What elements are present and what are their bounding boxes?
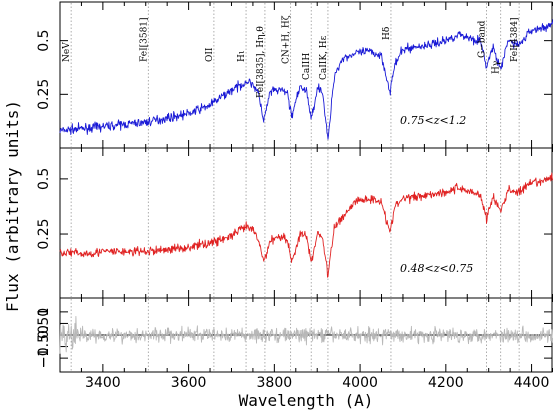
panel-frame (59, 147, 553, 299)
panel-top: 0.25 0.5 0.75<z<1.2 (36, 1, 553, 149)
x-tick-label: 4400 (514, 375, 550, 391)
spectral-line-label: Hι (237, 50, 247, 62)
x-axis-ticks: 3400 3600 3800 4000 4200 4400 (85, 375, 549, 391)
y-axis-title: Flux (arbitrary units) (3, 100, 22, 312)
redshift-annotation: 0.48<z<0.75 (400, 262, 473, 275)
spectral-line-label: CaIIK, Hε (319, 35, 329, 80)
x-tick-label: 4200 (428, 375, 464, 391)
spectral-line-label: CN+H, Hζ (282, 15, 292, 64)
spectral-line-label: Hδ (382, 27, 392, 40)
x-tick-label: 3600 (171, 375, 207, 391)
y-tick-label: 0.5 (36, 168, 52, 190)
spectral-line-label: FeI[3835], Hη,θ (256, 26, 266, 98)
spectral-line-label: FeI[4384] (510, 17, 520, 62)
spectral-line-label: G−band (478, 20, 488, 58)
spectrum-series (59, 19, 553, 140)
spectral-line-label: NeV (62, 42, 72, 62)
spectrum-series (59, 172, 553, 278)
y-tick-label: 0.25 (36, 79, 52, 110)
panel-middle: 0.25 0.5 0.48<z<0.75 (36, 147, 553, 299)
y-tick-label: 0.25 (36, 218, 52, 249)
spectral-line-label: OII (205, 47, 215, 62)
y-tick-label: 0.50 (36, 308, 52, 339)
line-labels: NeV FeI[3581] OII Hι FeI[3835], Hη,θ CN+H, Hζ… (62, 15, 520, 98)
spectral-line-label: Hγ (492, 61, 502, 74)
spectral-line-label: FeI[3581] (139, 17, 149, 62)
y-tick-label: −0.50 (36, 325, 52, 368)
x-tick-label: 4000 (342, 375, 378, 391)
y-tick-label: 1 (36, 307, 52, 316)
spectral-line-label: CaIIH (302, 53, 312, 80)
x-tick-label: 3800 (257, 375, 293, 391)
redshift-annotation: 0.75<z<1.2 (400, 114, 466, 127)
spectrum-series (59, 315, 553, 354)
y-tick-label: 0.5 (36, 30, 52, 52)
x-tick-label: 3400 (85, 375, 121, 391)
x-axis-title: Wavelength (A) (239, 391, 374, 410)
panel-bottom: −0.500.501 −1 (36, 297, 553, 373)
y-tick-label: −1 (36, 348, 52, 369)
